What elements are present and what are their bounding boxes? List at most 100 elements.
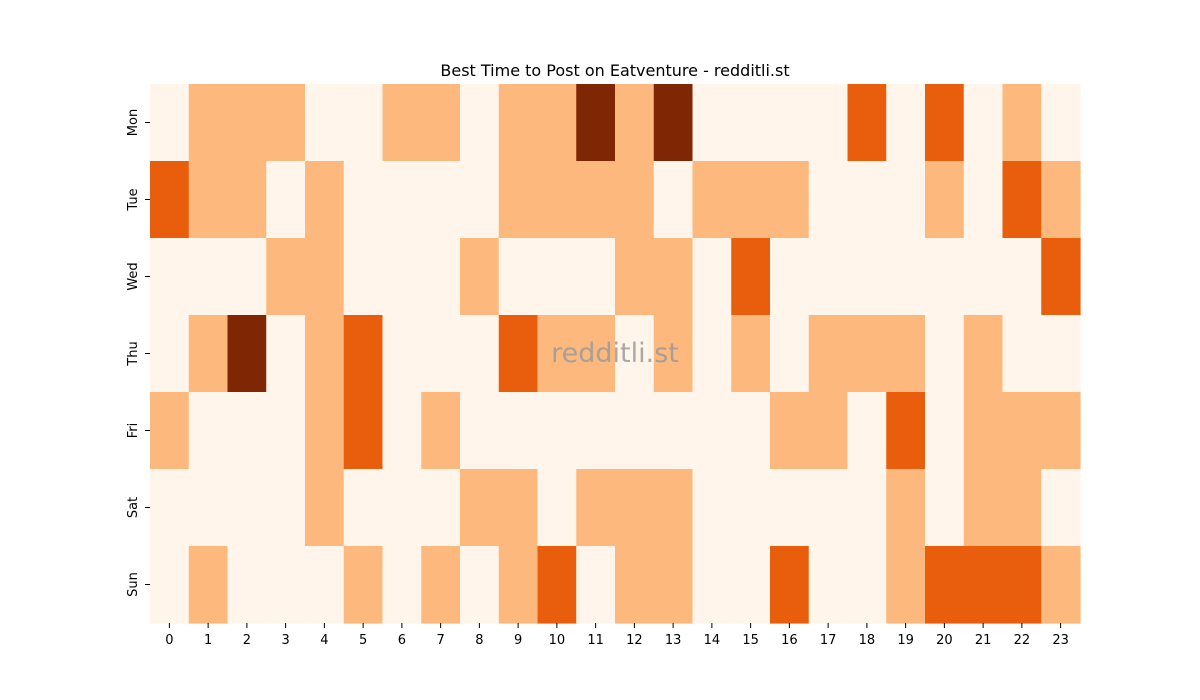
- heatmap-cell: [653, 469, 694, 547]
- heatmap-cell: [925, 546, 965, 624]
- heatmap-cell: [576, 238, 616, 316]
- heatmap-cell: [963, 315, 1004, 393]
- y-tick-label: Wed: [126, 262, 141, 290]
- heatmap-cell: [227, 546, 267, 624]
- heatmap-cell: [460, 161, 500, 239]
- heatmap-cell: [498, 84, 539, 162]
- heatmap-cell: [150, 84, 190, 162]
- x-tick-label: 17: [820, 633, 837, 648]
- heatmap-cell: [1041, 469, 1081, 547]
- heatmap-cell: [305, 238, 345, 316]
- heatmap-cell: [498, 392, 539, 470]
- heatmap-cell: [1002, 546, 1042, 624]
- heatmap-cell: [343, 238, 384, 316]
- heatmap-cell: [653, 392, 694, 470]
- heatmap-cell: [886, 546, 926, 624]
- x-tick-label: 9: [514, 633, 522, 648]
- heatmap-cell: [421, 315, 461, 393]
- heatmap-cell: [1002, 315, 1042, 393]
- heatmap-cell: [886, 161, 926, 239]
- x-tick-label: 22: [1014, 633, 1031, 648]
- heatmap-cell: [615, 161, 655, 239]
- heatmap-cell: [188, 315, 229, 393]
- heatmap-cell: [925, 84, 965, 162]
- heatmap-cell: [731, 392, 771, 470]
- heatmap-cell: [847, 161, 887, 239]
- heatmap-cell: [382, 238, 422, 316]
- heatmap-cell: [188, 469, 229, 547]
- heatmap-cell: [615, 84, 655, 162]
- heatmap-cell: [692, 84, 732, 162]
- heatmap-cell: [770, 238, 810, 316]
- heatmap-cell: [1041, 315, 1081, 393]
- y-tick-label: Sun: [126, 572, 141, 597]
- heatmap-cell: [808, 469, 849, 547]
- heatmap-cell: [731, 238, 771, 316]
- heatmap-cell: [808, 392, 849, 470]
- x-tick-label: 10: [549, 633, 566, 648]
- x-tick-label: 15: [742, 633, 759, 648]
- heatmap-cell: [653, 546, 694, 624]
- heatmap-cell: [731, 84, 771, 162]
- heatmap-cell: [886, 238, 926, 316]
- heatmap-cell: [1041, 84, 1081, 162]
- heatmap-cell: [925, 315, 965, 393]
- y-axis: Mon Tue Wed Thu Fri Sat Sun: [126, 109, 150, 597]
- heatmap-cell: [460, 546, 500, 624]
- x-axis: 0 1 2 3 4 5 6 7 8 9 10 11 12 13 14 15 16 17 18 19 20 21 22 23: [165, 623, 1069, 648]
- x-tick-label: 1: [204, 633, 212, 648]
- heatmap-cell: [808, 546, 849, 624]
- heatmap-cell: [847, 469, 887, 547]
- heatmap-cell: [537, 84, 577, 162]
- heatmap-cell: [227, 84, 267, 162]
- heatmap-cell: [692, 392, 732, 470]
- heatmap-cell: [1041, 238, 1081, 316]
- heatmap-cell: [537, 392, 577, 470]
- y-tick-label: Thu: [126, 341, 141, 366]
- heatmap-cell: [188, 161, 229, 239]
- heatmap-cell: [266, 161, 306, 239]
- heatmap-cell: [537, 238, 577, 316]
- heatmap-cell: [227, 392, 267, 470]
- x-tick-label: 3: [281, 633, 289, 648]
- heatmap-cell: [925, 469, 965, 547]
- heatmap-cell: [305, 84, 345, 162]
- heatmap-cell: [1002, 161, 1042, 239]
- x-tick-label: 14: [704, 633, 721, 648]
- x-tick-label: 23: [1052, 633, 1069, 648]
- heatmap-cell: [963, 469, 1004, 547]
- heatmap-cell: [150, 469, 190, 547]
- heatmap-cell: [1002, 392, 1042, 470]
- heatmap-cell: [886, 469, 926, 547]
- x-tick-label: 8: [475, 633, 483, 648]
- heatmap-cell: [537, 315, 577, 393]
- x-tick-label: 21: [975, 633, 992, 648]
- heatmap-cell: [227, 161, 267, 239]
- heatmap-cell: [421, 238, 461, 316]
- heatmap-cell: [731, 546, 771, 624]
- heatmap-cell: [1041, 546, 1081, 624]
- heatmap-cell: [615, 469, 655, 547]
- heatmap-cell: [963, 238, 1004, 316]
- y-tick-label: Mon: [126, 109, 141, 136]
- heatmap-cell: [305, 546, 345, 624]
- heatmap-cell: [150, 161, 190, 239]
- heatmap-cell: [305, 392, 345, 470]
- heatmap-cell: [382, 392, 422, 470]
- heatmap-cell: [925, 161, 965, 239]
- heatmap-cells: [150, 84, 1081, 624]
- heatmap-cell: [576, 84, 616, 162]
- heatmap-cell: [266, 315, 306, 393]
- x-tick-label: 20: [936, 633, 953, 648]
- heatmap-cell: [537, 161, 577, 239]
- heatmap-cell: [421, 392, 461, 470]
- heatmap-cell: [963, 546, 1004, 624]
- heatmap-cell: [770, 546, 810, 624]
- heatmap-cell: [537, 469, 577, 547]
- heatmap-cell: [343, 546, 384, 624]
- x-tick-label: 16: [781, 633, 798, 648]
- heatmap-cell: [1002, 238, 1042, 316]
- heatmap-cell: [188, 392, 229, 470]
- heatmap-cell: [460, 392, 500, 470]
